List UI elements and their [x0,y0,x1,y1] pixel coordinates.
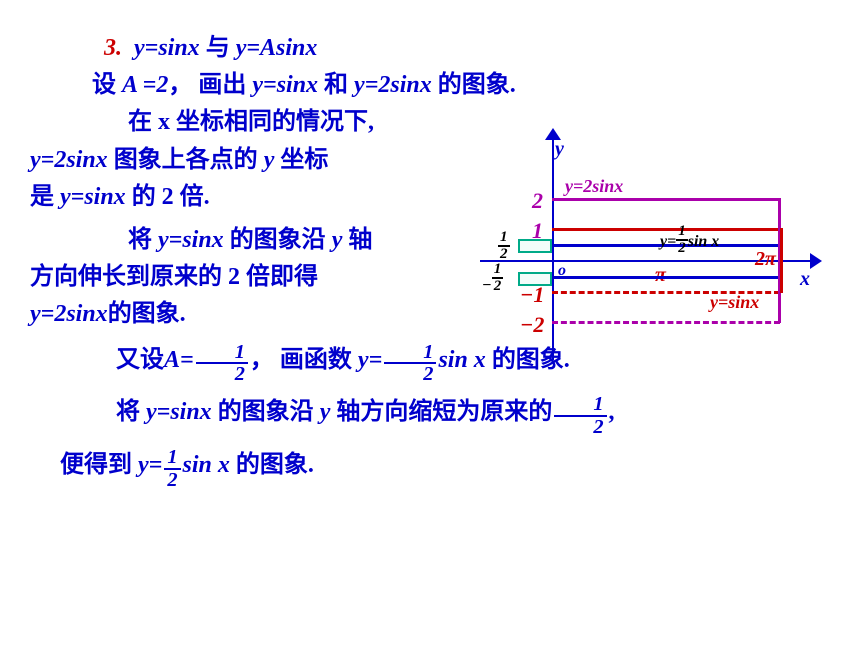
p5-y: y [138,452,149,478]
tick-n2: −2 [520,312,544,338]
line-2sinx-top [552,198,780,201]
y-axis-label: y [555,138,564,161]
p2l3: y=2sinx的图象. [30,296,480,333]
p5-sin: sin x [183,452,230,478]
tick-2: 2 [532,188,543,214]
vline-red [780,228,783,293]
p4-comma: , [609,400,615,426]
frac2-d: 2 [384,364,436,384]
frac-half-3: 12 [554,394,606,437]
hf-n: 1 [498,230,510,247]
p2l1: 将 y=sinx 的图象沿 y 轴 [80,222,480,259]
p3-mid: ， 画函数 [250,347,358,373]
p1l2: y=2sinx 图象上各点的 y 坐标 [30,142,480,179]
frac-half-4: 12 [164,447,180,490]
p2l2: 方向伸长到原来的 2 倍即得 [30,259,480,296]
p2l3b: 的图象. [108,301,186,327]
ehs-n: 1 [676,224,688,241]
hf-d: 2 [498,247,510,262]
p2l1d: y [332,227,343,253]
p4d: y [320,400,331,426]
ehs-eq: = [667,233,676,250]
p2l1b: y=sinx [158,227,224,253]
tick-half: 12 [498,230,510,263]
para4: 将 y=sinx 的图象沿 y 轴方向缩短为原来的12, [80,394,830,437]
frac-half-1: 12 [196,342,248,385]
tick-neg-half: −12 [482,262,503,295]
eq-2sinx: y=2sinx [565,176,623,197]
eq-sinx: y=sinx [710,292,759,313]
y-axis [552,140,554,360]
expr1: y=sinx [134,35,200,61]
frac3-d: 2 [554,417,606,437]
line-2sinx-bot [552,321,780,324]
p1l3b: y=sinx [60,184,126,210]
frac2-n: 1 [384,342,436,364]
ehs-frac: 12 [676,224,688,256]
p1l2b: 图象上各点的 [108,147,264,173]
l2-and: 和 [318,72,354,98]
p3-A: A [164,347,180,373]
p2l1c: 的图象沿 [224,227,332,253]
p4a: 将 [116,400,146,426]
nhf-d: 2 [492,279,504,294]
l2-after: 的图象. [432,72,516,98]
p2l1e: 轴 [342,227,372,253]
l2-f1: y=sinx [252,72,318,98]
l2-mid: ， 画出 [168,72,252,98]
p4b: y=sinx [146,400,212,426]
l2-f2: y=2sinx [354,72,432,98]
title-line: 3. y=sinx 与 y=Asinx [80,30,830,67]
p2l3a: y=2sinx [30,301,108,327]
conj: 与 [200,35,236,61]
para1: 在 x 坐标相同的情况下, y=2sinx 图象上各点的 y 坐标 是 y=si… [80,104,480,216]
p5-eq: = [149,452,163,478]
frac1-d: 2 [196,364,248,384]
p3-eq: = [180,347,194,373]
p1l2d: 坐标 [274,147,328,173]
para5: 便得到 y=12sin x 的图象. [60,447,830,490]
x-axis-label: x [800,268,810,291]
nhf-n: 1 [492,262,504,279]
x-axis-arrow [810,253,822,269]
eq-halfsinx: y=12sin x [660,224,719,256]
section-number: 3. [104,35,122,61]
neg-sign: − [482,277,492,294]
expr2: y=Asinx [236,35,318,61]
p4e: 轴方向缩短为原来的 [330,400,552,426]
p1l3: 是 y=sinx 的 2 倍. [30,179,480,216]
line-half-bot [552,276,780,279]
half-frac: 12 [498,230,510,262]
marker-half-neg [518,272,552,286]
l2-pre: 设 [92,72,122,98]
line2: 设 A =2， 画出 y=sinx 和 y=2sinx 的图象. [80,67,830,104]
p2l1a: 将 [128,227,158,253]
chart: y x o 2 1 −1 −2 12 −12 π 2π y=2sinx y=12… [460,130,830,360]
p1l3c: 的 2 倍. [126,184,210,210]
p5-pre: 便得到 [60,452,138,478]
p1l1: 在 x 坐标相同的情况下, [80,104,480,141]
p1l3a: 是 [30,184,60,210]
p1l2c: y [264,147,275,173]
neg-half-frac: 12 [492,262,504,294]
frac4-n: 1 [164,447,180,469]
frac-half-2: 12 [384,342,436,385]
para2: 将 y=sinx 的图象沿 y 轴 方向伸长到原来的 2 倍即得 y=2sinx… [80,222,480,334]
frac4-d: 2 [164,470,180,490]
ehs-sin: sin x [688,233,720,250]
p4c: 的图象沿 [212,400,320,426]
frac1-n: 1 [196,342,248,364]
p3-y: y [358,347,369,373]
p5-after: 的图象. [230,452,314,478]
p3-eq2: = [369,347,383,373]
frac3-n: 1 [554,394,606,416]
p1l1-text: 在 x 坐标相同的情况下, [128,109,374,135]
tick-2pi: 2π [755,248,776,271]
ehs-d: 2 [676,241,688,256]
p3-pre: 又设 [116,347,164,373]
l2-A: A =2 [122,72,168,98]
marker-half-pos [518,239,552,253]
p1l2a: y=2sinx [30,147,108,173]
